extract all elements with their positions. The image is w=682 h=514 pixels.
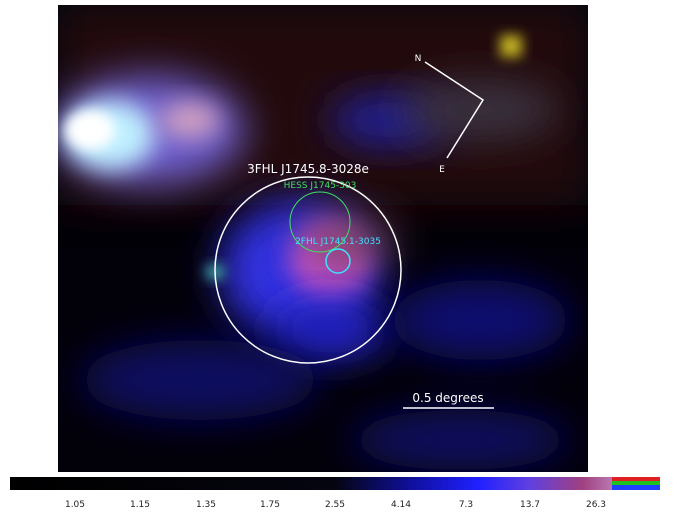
colorbar-label: 1.35 (196, 500, 216, 510)
label-hess: HESS J1745-303 (284, 181, 357, 191)
label-2fhl: 2FHL J1745.1-3035 (295, 237, 381, 247)
colorbar-label: 1.15 (130, 500, 150, 510)
colorbar-label: 1.05 (65, 500, 85, 510)
colorbar-label: 4.14 (391, 500, 411, 510)
colorbar-label: 13.7 (520, 500, 540, 510)
colorbar-label: 2.55 (325, 500, 345, 510)
compass-north: N (415, 54, 422, 64)
colorbar (10, 477, 660, 490)
colorbar-label: 1.75 (260, 500, 280, 510)
page: 3FHL J1745.8-3028e HESS J1745-303 2FHL J… (0, 0, 682, 514)
compass-east: E (439, 165, 445, 175)
figure: 3FHL J1745.8-3028e HESS J1745-303 2FHL J… (0, 0, 682, 514)
colorbar-label: 26.3 (586, 500, 606, 510)
scale-label: 0.5 degrees (412, 391, 483, 405)
colorbar-label: 7.3 (459, 500, 473, 510)
colorbar-labels: 1.05 1.15 1.35 1.75 2.55 4.14 7.3 13.7 26.3 (65, 500, 606, 510)
label-3fhl: 3FHL J1745.8-3028e (247, 162, 369, 176)
